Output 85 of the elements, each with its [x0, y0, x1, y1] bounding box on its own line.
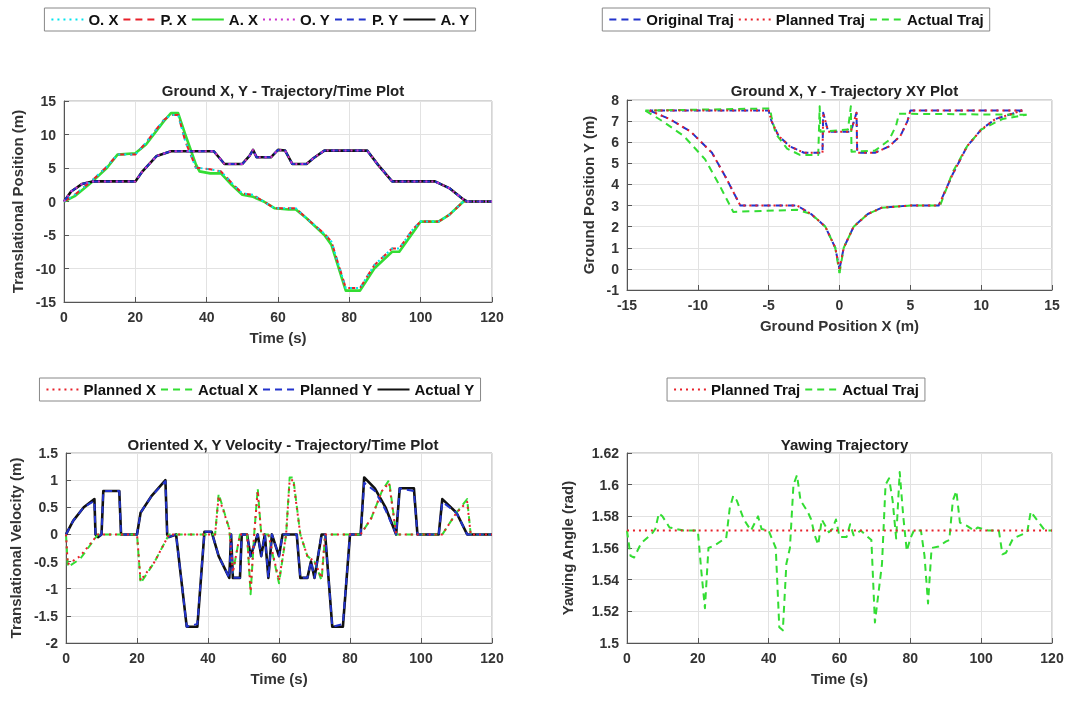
x-tick-label: 15: [1044, 297, 1060, 313]
y-tick-label: 10: [40, 126, 57, 143]
x-tick-label: 80: [902, 650, 919, 666]
y-tick-label: 1.5: [38, 445, 59, 461]
x-tick-label: 100: [408, 309, 433, 325]
x-tick-label: 0: [835, 297, 844, 313]
y-tick-label: 3: [611, 197, 620, 214]
x-tick-label: 100: [969, 650, 994, 666]
y-tick-label: 1.56: [591, 540, 620, 556]
legend-label: Actual Y: [414, 381, 475, 398]
chart-title: Oriented X, Y Velocity - Trajectory/Time Plot: [127, 436, 439, 453]
y-tick-label: 15: [40, 93, 57, 109]
y-tick-label: 1.62: [591, 445, 620, 461]
y-tick-label: 4: [611, 176, 620, 193]
y-tick-label: 8: [611, 92, 620, 108]
x-tick-label: 40: [760, 650, 777, 666]
legend-label: O. X: [88, 11, 119, 28]
y-tick-label: 2: [611, 218, 620, 235]
x-tick-label: 20: [690, 650, 706, 666]
legend-label: Planned X: [83, 381, 156, 398]
x-axis-title: Time (s): [810, 670, 869, 687]
legend-label: P. X: [160, 11, 187, 28]
y-tick-label: -0.5: [33, 553, 59, 570]
legend-label: Planned Traj: [711, 381, 801, 398]
y-axis-title: Translational Position (m): [8, 109, 26, 294]
chart-title: Ground X, Y - Trajectory XY Plot: [730, 82, 959, 99]
y-tick-label: 5: [611, 155, 620, 172]
legend-label: Planned Traj: [775, 11, 866, 28]
y-tick-label: 1.5: [599, 635, 620, 651]
y-tick-label: 1.58: [591, 508, 620, 525]
x-tick-label: 20: [129, 650, 146, 666]
y-tick-label: -5: [43, 227, 57, 243]
y-tick-label: 1: [50, 472, 59, 489]
x-tick-label: -10: [687, 297, 709, 313]
y-tick-label: -1.5: [33, 607, 59, 624]
legend-label: O. Y: [300, 11, 330, 28]
x-tick-label: 80: [342, 650, 359, 666]
x-tick-label: 60: [270, 309, 286, 325]
x-tick-label: 60: [271, 650, 288, 666]
y-tick-label: 0: [611, 260, 620, 277]
legend-label: A. Y: [440, 11, 470, 28]
x-tick-label: 0: [623, 650, 632, 666]
x-tick-label: 60: [831, 650, 848, 666]
x-tick-label: 20: [127, 309, 144, 325]
y-tick-label: 1.52: [591, 603, 620, 620]
y-tick-label: 6: [611, 134, 620, 151]
x-tick-label: -5: [762, 297, 776, 313]
legend-label: Actual Traj: [907, 11, 984, 28]
x-axis-title: Time (s): [250, 670, 308, 687]
legend-label: A. X: [228, 11, 259, 28]
y-tick-label: 1: [611, 239, 620, 256]
y-axis-title: Yawing Angle (rad): [559, 480, 576, 616]
legend-label: P. Y: [372, 11, 399, 28]
legend-label: Actual X: [197, 381, 258, 398]
x-tick-label: 10: [973, 297, 990, 313]
y-tick-label: 0: [48, 193, 57, 210]
y-tick-label: 7: [611, 113, 620, 130]
y-tick-label: -1: [606, 282, 620, 298]
y-tick-label: 1.6: [599, 476, 620, 493]
y-axis-title: Ground Position Y (m): [579, 115, 597, 275]
x-tick-label: 80: [341, 309, 358, 325]
chart-title: Ground X, Y - Trajectory/Time Plot: [161, 82, 405, 99]
x-axis-title: Time (s): [249, 329, 307, 346]
x-tick-label: 40: [200, 650, 217, 666]
x-tick-label: 0: [62, 650, 71, 666]
y-axis-title: Translational Velocity (m): [7, 457, 24, 639]
y-tick-label: -2: [45, 635, 59, 651]
x-tick-label: 0: [60, 309, 69, 325]
y-tick-label: 1.54: [591, 571, 620, 588]
y-tick-label: -10: [35, 260, 57, 277]
legend-label: Planned Y: [300, 381, 373, 398]
legend-label: Actual Traj: [842, 381, 919, 398]
x-tick-label: 120: [1040, 650, 1064, 666]
x-tick-label: 100: [409, 650, 433, 666]
chart-title: Yawing Trajectory: [780, 436, 909, 453]
x-tick-label: 120: [480, 650, 504, 666]
x-tick-label: 120: [480, 309, 504, 325]
y-tick-label: -1: [45, 580, 59, 597]
y-tick-label: 0.5: [38, 499, 59, 516]
y-tick-label: 0: [50, 526, 59, 543]
y-tick-label: 5: [48, 160, 57, 176]
x-axis-title: Ground Position X (m): [759, 317, 920, 334]
x-tick-label: 40: [198, 309, 215, 325]
legend-label: Original Traj: [646, 11, 734, 28]
x-tick-label: 5: [906, 297, 915, 313]
